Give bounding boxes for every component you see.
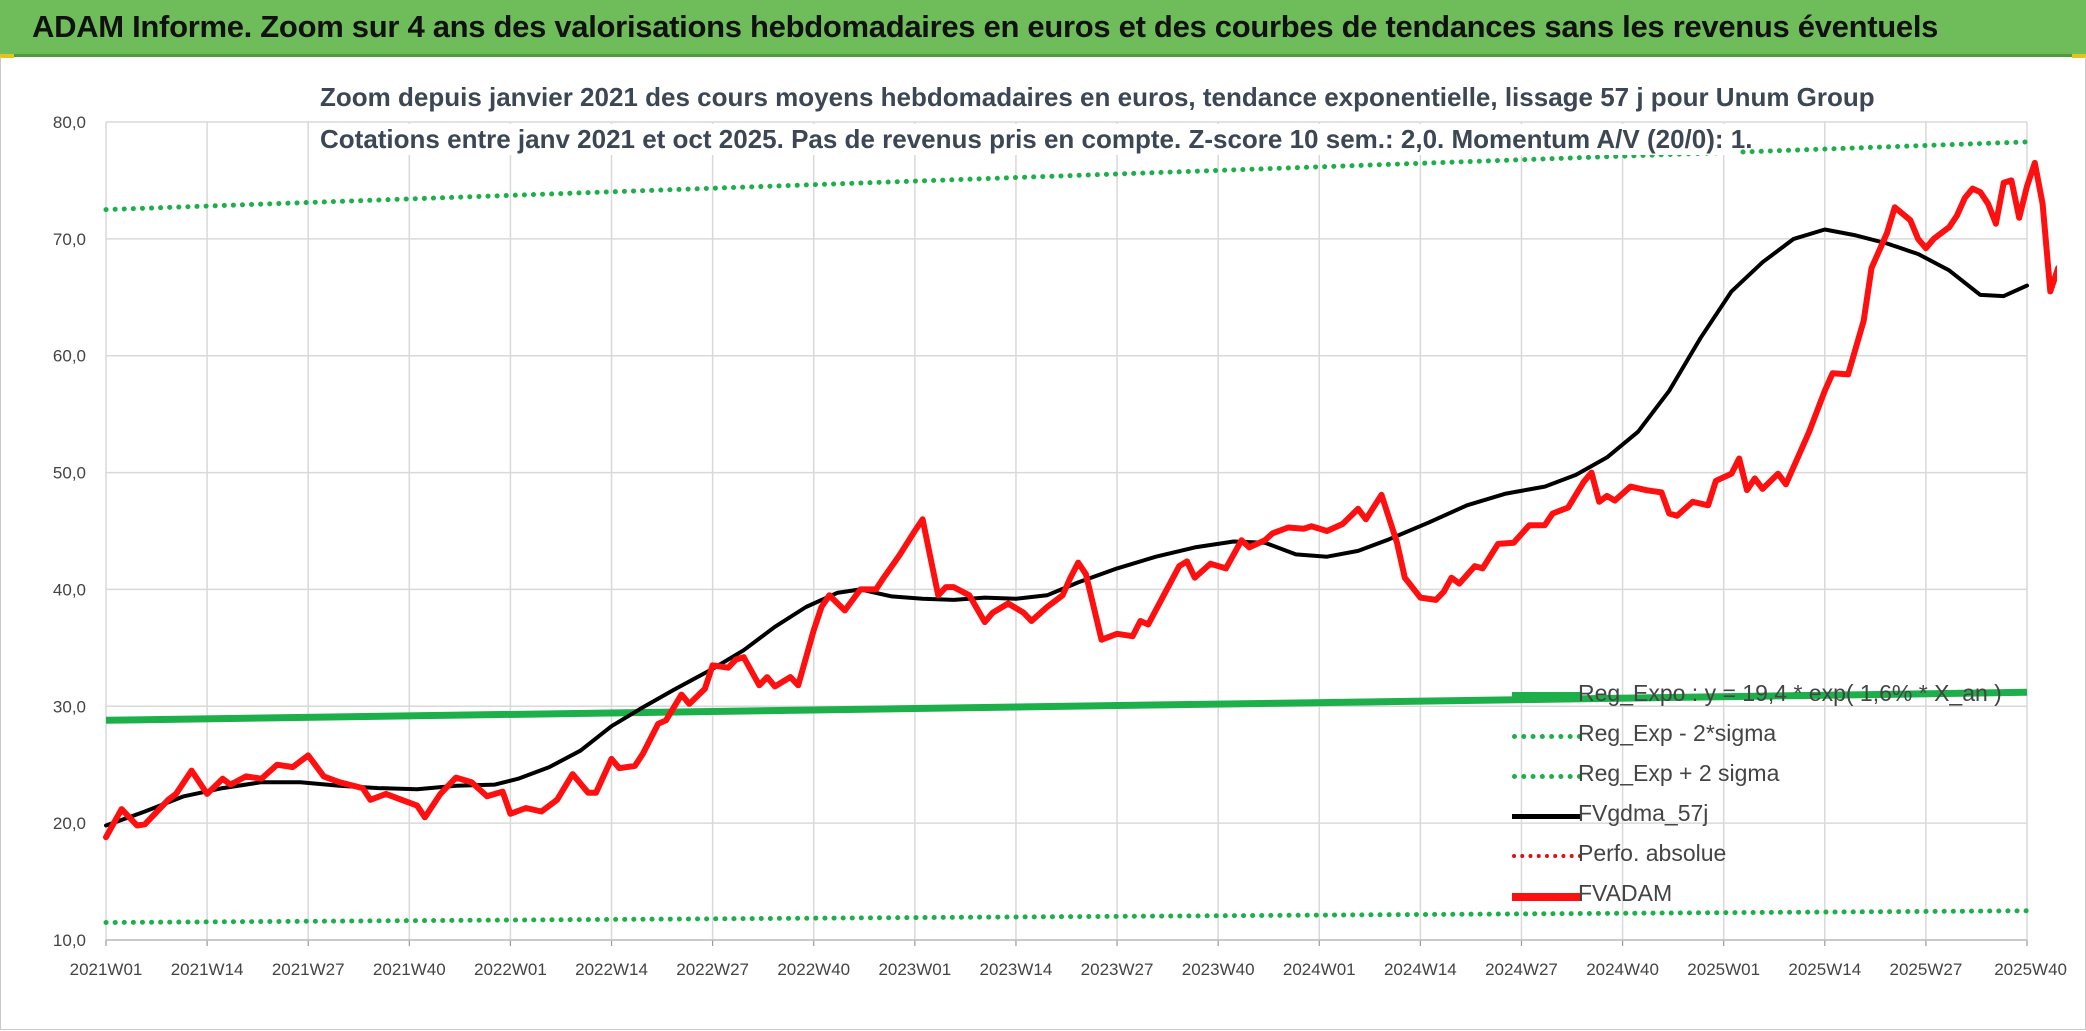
x-tick-label: 2024W14 [1384,960,1457,979]
legend-label-fvadam: FVADAM [1578,880,1673,906]
series-fvgdma-57j [104,227,2029,828]
x-tick-label: 2025W14 [1788,960,1861,979]
chart-title: Zoom depuis janvier 2021 des cours moyen… [320,82,1875,113]
chart-subtitle: Cotations entre janv 2021 et oct 2025. P… [320,124,1753,155]
series-fvadam [103,159,2057,841]
legend-item-perfo-absolue: Perfo. absolue [1508,836,2028,876]
y-tick-labels: 10,0 20,0 30,0 40,0 50,0 60,0 70,0 80,0 [53,113,86,950]
x-tick-label: 2024W40 [1586,960,1659,979]
y-tick-label: 10,0 [53,931,86,950]
report-title: ADAM Informe. Zoom sur 4 ans des valoris… [32,9,1939,44]
series-reg-expo [105,688,2028,724]
x-tick-label: 2023W01 [878,960,951,979]
x-tick-label: 2025W01 [1687,960,1760,979]
y-tick-label: 70,0 [53,230,86,249]
legend-label-perfo-absolue: Perfo. absolue [1578,840,1727,866]
y-tick-label: 80,0 [53,113,86,132]
left-accent-stripe [0,54,14,58]
x-tick-label: 2022W01 [474,960,547,979]
legend-swatch-fvgdma [1512,814,1582,819]
x-tick-label: 2021W01 [70,960,143,979]
x-tick-label: 2024W01 [1283,960,1356,979]
legend-item-reg-expo: Reg_Expo : y = 19,4 * exp( 1,6% * X_an ) [1508,676,2028,716]
x-tick-label: 2022W14 [575,960,648,979]
legend-item-reg-exp-minus: Reg_Exp - 2*sigma [1508,716,2028,756]
x-tick-label: 2025W27 [1890,960,1963,979]
series-reg-exp-minus-2sigma [103,908,2030,925]
legend-swatch-reg-expo [1512,692,1582,701]
legend-label-fvgdma: FVgdma_57j [1578,800,1709,826]
x-tick-label: 2022W40 [777,960,850,979]
x-tick-label: 2021W40 [373,960,446,979]
legend-label-reg-exp-plus: Reg_Exp + 2 sigma [1578,760,1780,786]
chart-legend: Reg_Expo : y = 19,4 * exp( 1,6% * X_an )… [1508,676,2028,916]
x-tick-label: 2022W27 [676,960,749,979]
legend-swatch-fvadam [1512,893,1582,901]
legend-swatch-reg-exp-minus [1512,734,1582,739]
x-tick-label: 2024W27 [1485,960,1558,979]
legend-swatch-perfo-absolue [1512,854,1582,858]
legend-label-reg-exp-minus: Reg_Exp - 2*sigma [1578,720,1777,746]
x-tick-label: 2025W40 [1994,960,2067,979]
y-tick-label: 60,0 [53,347,86,366]
x-tick-label: 2021W27 [272,960,345,979]
legend-label-reg-expo: Reg_Expo : y = 19,4 * exp( 1,6% * X_an ) [1578,680,2002,706]
legend-item-fvgdma: FVgdma_57j [1508,796,2028,836]
title-banner: ADAM Informe. Zoom sur 4 ans des valoris… [0,0,2086,57]
y-tick-label: 40,0 [53,580,86,599]
y-tick-label: 30,0 [53,697,86,716]
x-tick-label: 2023W27 [1081,960,1154,979]
legend-item-reg-exp-plus: Reg_Exp + 2 sigma [1508,756,2028,796]
legend-swatch-reg-exp-plus [1512,774,1582,779]
legend-item-fvadam: FVADAM [1508,876,2028,916]
y-tick-label: 50,0 [53,464,86,483]
y-tick-label: 20,0 [53,814,86,833]
x-tick-label: 2023W14 [980,960,1053,979]
axes [105,939,2028,946]
right-accent-stripe [2072,54,2086,58]
x-tick-labels: 2021W01 2021W14 2021W27 2021W40 2022W01 2022W… [70,960,2067,979]
x-tick-label: 2021W14 [171,960,244,979]
x-tick-label: 2023W40 [1182,960,1255,979]
